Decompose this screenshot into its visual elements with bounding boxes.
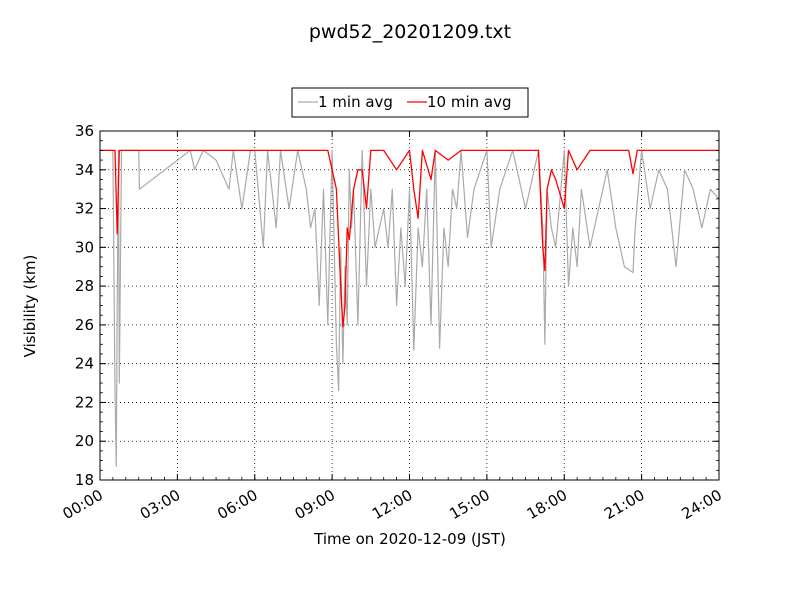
y-tick-label: 20 (75, 432, 94, 450)
y-tick-label: 26 (75, 316, 94, 334)
y-tick-label: 22 (75, 393, 94, 411)
series-line-10min (100, 149, 719, 328)
y-tick-label: 34 (75, 161, 94, 179)
y-tick-labels: 18 20 22 24 26 28 30 32 34 36 (75, 122, 94, 489)
legend-label-10min: 10 min avg (427, 93, 512, 111)
y-tick-label: 18 (75, 471, 94, 489)
series-line-1min (100, 149, 720, 467)
legend: 1 min avg 10 min avg (291, 87, 529, 118)
x-axis-label: Time on 2020-12-09 (JST) (313, 530, 506, 548)
y-tick-label: 30 (75, 238, 94, 256)
series-layer (100, 149, 720, 467)
legend-label-1min: 1 min avg (318, 93, 393, 111)
y-tick-label: 32 (75, 200, 94, 218)
y-tick-label: 36 (75, 122, 94, 140)
chart-title: pwd52_20201209.txt (309, 21, 511, 43)
y-tick-label: 28 (75, 277, 94, 295)
tick-layer (99, 130, 720, 481)
y-axis-label: Visibility (km) (21, 255, 39, 358)
y-tick-label: 24 (75, 355, 94, 373)
